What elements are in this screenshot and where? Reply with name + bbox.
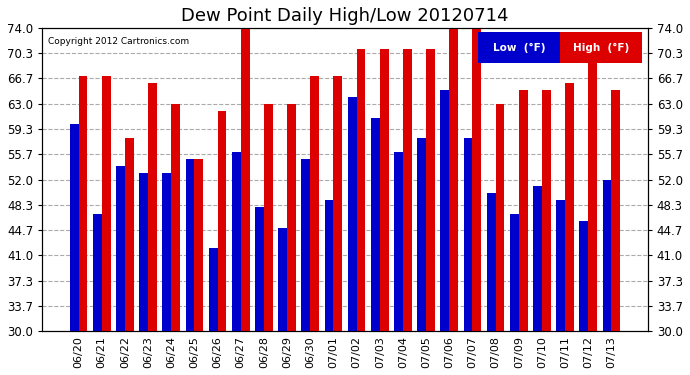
Bar [602, 180, 611, 331]
Bar [403, 49, 412, 331]
FancyBboxPatch shape [478, 33, 560, 63]
Bar [79, 76, 88, 331]
Bar [556, 200, 565, 331]
Bar [440, 90, 449, 331]
Text: High  (°F): High (°F) [573, 43, 629, 52]
Bar [232, 152, 241, 331]
Bar [565, 83, 574, 331]
Bar [473, 28, 481, 331]
Bar [394, 152, 403, 331]
Bar [241, 28, 250, 331]
Title: Dew Point Daily High/Low 20120714: Dew Point Daily High/Low 20120714 [181, 7, 509, 25]
Bar [519, 90, 528, 331]
Bar [357, 49, 366, 331]
Bar [333, 76, 342, 331]
Bar [542, 90, 551, 331]
Bar [209, 249, 217, 331]
Bar [495, 104, 504, 331]
Bar [139, 172, 148, 331]
Bar [125, 138, 134, 331]
Bar [371, 117, 380, 331]
Bar [380, 49, 388, 331]
Bar [417, 138, 426, 331]
Bar [101, 76, 110, 331]
Bar [148, 83, 157, 331]
Bar [348, 97, 357, 331]
Bar [310, 76, 319, 331]
Bar [287, 104, 296, 331]
Bar [510, 214, 519, 331]
Bar [264, 104, 273, 331]
Bar [487, 194, 495, 331]
Bar [324, 200, 333, 331]
Bar [162, 172, 171, 331]
Bar [589, 62, 597, 331]
Bar [580, 221, 589, 331]
Bar [195, 159, 203, 331]
Bar [171, 104, 180, 331]
Bar [217, 111, 226, 331]
Bar [70, 124, 79, 331]
Text: Low  (°F): Low (°F) [493, 43, 545, 52]
Bar [255, 207, 264, 331]
Bar [449, 28, 458, 331]
Bar [186, 159, 195, 331]
Bar [464, 138, 473, 331]
FancyBboxPatch shape [560, 33, 642, 63]
Bar [426, 49, 435, 331]
Bar [116, 166, 125, 331]
Bar [278, 228, 287, 331]
Bar [302, 159, 310, 331]
Bar [611, 90, 620, 331]
Text: Copyright 2012 Cartronics.com: Copyright 2012 Cartronics.com [48, 37, 189, 46]
Bar [533, 186, 542, 331]
Bar [93, 214, 101, 331]
